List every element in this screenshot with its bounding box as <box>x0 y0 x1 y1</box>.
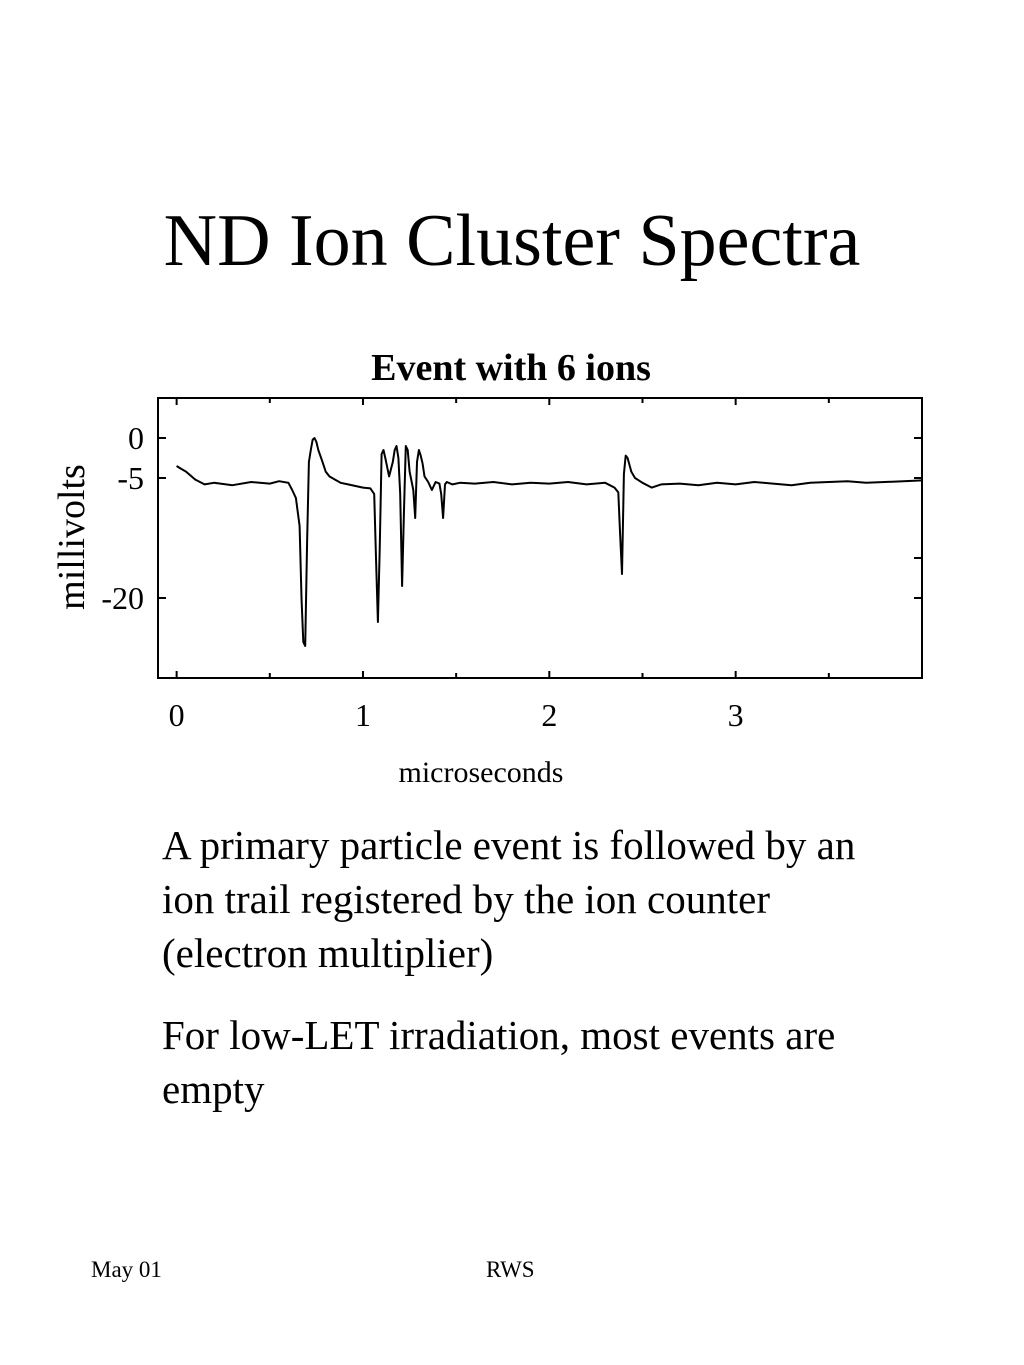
plot-frame <box>157 397 923 679</box>
x-axis-label: microseconds <box>399 756 564 789</box>
footer-date: May 01 <box>91 1257 162 1282</box>
ion-spectrum-chart: Event with 6 ions 0 1 2 3 0 -5 -20 microsecond… <box>51 347 923 789</box>
series-line-millivolts <box>176 437 923 647</box>
slide-title: ND Ion Cluster Spectra <box>163 200 861 282</box>
x-tick-label: 1 <box>355 697 371 733</box>
x-tick-label: 0 <box>169 697 185 733</box>
x-tick-label: 2 <box>541 697 557 733</box>
body-paragraph-2: For low-LET irradiation, most events are… <box>162 1012 836 1112</box>
y-tick-label: 0 <box>128 420 144 456</box>
footer-author: RWS <box>486 1257 535 1282</box>
chart-title: Event with 6 ions <box>371 347 651 389</box>
y-axis-label: millivolts <box>51 464 93 610</box>
body-paragraph-1: A primary particle event is followed by … <box>162 822 856 976</box>
x-tick-label: 3 <box>728 697 744 733</box>
y-tick-label: -20 <box>101 580 144 616</box>
y-tick-label: -5 <box>117 460 144 496</box>
